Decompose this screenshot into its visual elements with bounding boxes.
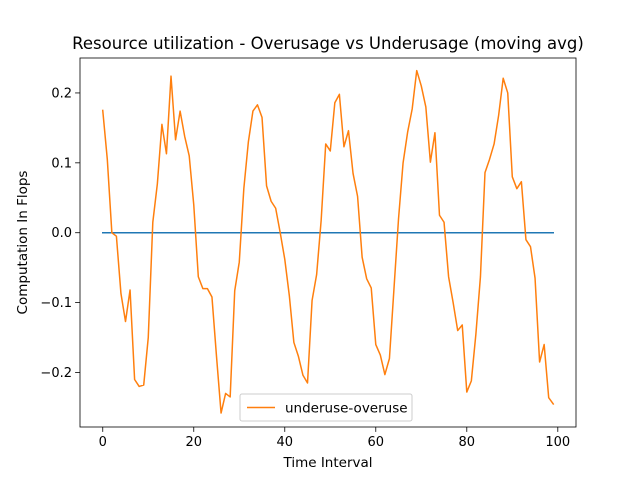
legend-box: [239, 393, 413, 422]
y-tick-label: 0.1: [51, 156, 72, 171]
series-layer: [101, 69, 555, 414]
y-axis-ticks: −0.2 −0.1 0.0 0.1 0.2: [40, 86, 80, 381]
plot-area-frame: [79, 57, 577, 428]
y-tick-label: 0.0: [51, 226, 72, 241]
x-tick-label: 60: [368, 435, 385, 450]
y-tick-label: −0.1: [40, 296, 72, 311]
legend: underuse-overuse: [239, 393, 413, 422]
chart-title: Resource utilization - Overusage vs Unde…: [72, 34, 584, 53]
y-axis-label: Computation In Flops: [15, 171, 31, 315]
legend-label-underuse-overuse: underuse-overuse: [285, 401, 408, 417]
series-line-underuse-overuse: [101, 69, 555, 414]
x-tick-label: 80: [459, 435, 476, 450]
x-axis-label: Time Interval: [282, 455, 372, 471]
x-tick-label: 40: [276, 435, 293, 450]
x-tick-label: 20: [185, 435, 202, 450]
x-tick-label: 0: [99, 435, 107, 450]
x-axis-ticks: 0 20 40 60 80 100: [99, 427, 570, 450]
y-tick-label: 0.2: [51, 86, 72, 101]
y-tick-label: −0.2: [40, 366, 72, 381]
x-tick-label: 100: [545, 435, 570, 450]
